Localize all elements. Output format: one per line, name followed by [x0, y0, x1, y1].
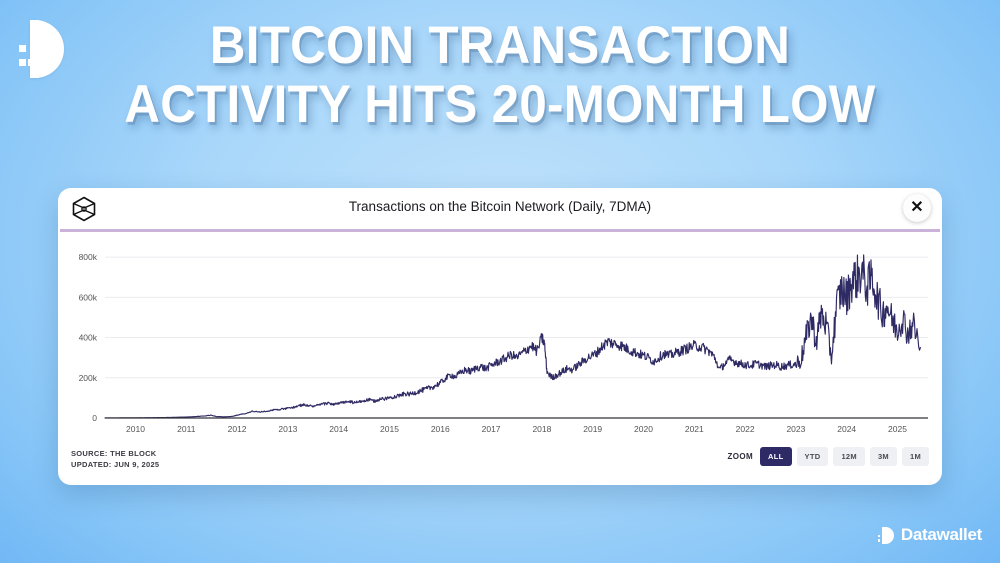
chart-card-header: Transactions on the Bitcoin Network (Dai… — [58, 188, 942, 229]
headline-line-1: BITCOIN TRANSACTION — [209, 16, 791, 75]
chart-x-axis-labels: 2010 2011 2012 2013 2014 2015 2016 2017 2018 2019… — [126, 424, 907, 434]
zoom-button-12m[interactable]: 12M — [833, 446, 865, 466]
svg-text:2015: 2015 — [380, 424, 399, 434]
svg-text:2018: 2018 — [532, 424, 551, 434]
chart-source-info: SOURCE: THE BLOCK UPDATED: JUN 9, 2025 — [71, 448, 159, 470]
chart-y-axis-labels: 0 200k 400k 600k 800k — [79, 252, 98, 423]
svg-text:2019: 2019 — [583, 424, 602, 434]
zoom-range-controls: ZOOM ALL YTD 12M 3M 1M — [727, 446, 929, 466]
zoom-button-3m[interactable]: 3M — [869, 446, 897, 466]
svg-text:2017: 2017 — [482, 424, 501, 434]
title-divider — [60, 229, 940, 232]
svg-text:2024: 2024 — [837, 424, 856, 434]
svg-text:2013: 2013 — [278, 424, 297, 434]
logo-pixel-1 — [19, 45, 26, 52]
watermark-brand-name: Datawallet — [900, 525, 982, 544]
zoom-controls-label: ZOOM — [727, 451, 754, 461]
chart-plot-area: 0 200k 400k 600k 800k 2010 2011 2012 2013 2014 20… — [58, 232, 942, 446]
datawallet-watermark: Datawallet — [877, 525, 982, 545]
svg-text:600k: 600k — [79, 292, 98, 302]
chart-title: Transactions on the Bitcoin Network (Dai… — [348, 199, 652, 214]
svg-text:2011: 2011 — [177, 424, 196, 434]
page-title: BITCOIN TRANSACTION ACTIVITY HITS 20-MON… — [35, 16, 965, 134]
svg-text:2021: 2021 — [685, 424, 704, 434]
chart-line-series — [104, 253, 921, 419]
updated-label: UPDATED: JUN 9, 2025 — [71, 459, 160, 469]
chart-gridlines — [105, 256, 928, 378]
svg-text:2016: 2016 — [431, 424, 450, 434]
logo-pixel-2 — [19, 59, 26, 66]
watermark-logo-icon — [877, 526, 895, 544]
svg-text:2012: 2012 — [228, 424, 247, 434]
chart-card: Transactions on the Bitcoin Network (Dai… — [58, 188, 942, 485]
the-block-logo-icon — [70, 195, 98, 223]
svg-text:200k: 200k — [79, 372, 98, 382]
zoom-button-all[interactable]: ALL — [760, 446, 792, 466]
svg-text:2022: 2022 — [736, 424, 755, 434]
zoom-button-1m[interactable]: 1M — [901, 446, 929, 466]
datawallet-logo-mark — [16, 18, 78, 80]
chart-card-footer: SOURCE: THE BLOCK UPDATED: JUN 9, 2025 Z… — [58, 446, 942, 486]
svg-text:2023: 2023 — [786, 424, 805, 434]
svg-text:2010: 2010 — [126, 424, 145, 434]
svg-text:2025: 2025 — [888, 424, 907, 434]
svg-text:800k: 800k — [79, 252, 98, 262]
svg-text:400k: 400k — [79, 332, 98, 342]
source-label: SOURCE: THE BLOCK — [71, 448, 157, 458]
svg-text:2014: 2014 — [329, 424, 348, 434]
close-icon[interactable]: ✕ — [903, 194, 931, 222]
headline-line-2: ACTIVITY HITS 20-MONTH LOW — [124, 75, 876, 134]
logo-d-stem — [30, 20, 39, 78]
svg-text:0: 0 — [92, 413, 97, 423]
zoom-button-ytd[interactable]: YTD — [796, 446, 829, 466]
svg-text:2020: 2020 — [634, 424, 653, 434]
logo-pixel-3 — [28, 59, 35, 66]
